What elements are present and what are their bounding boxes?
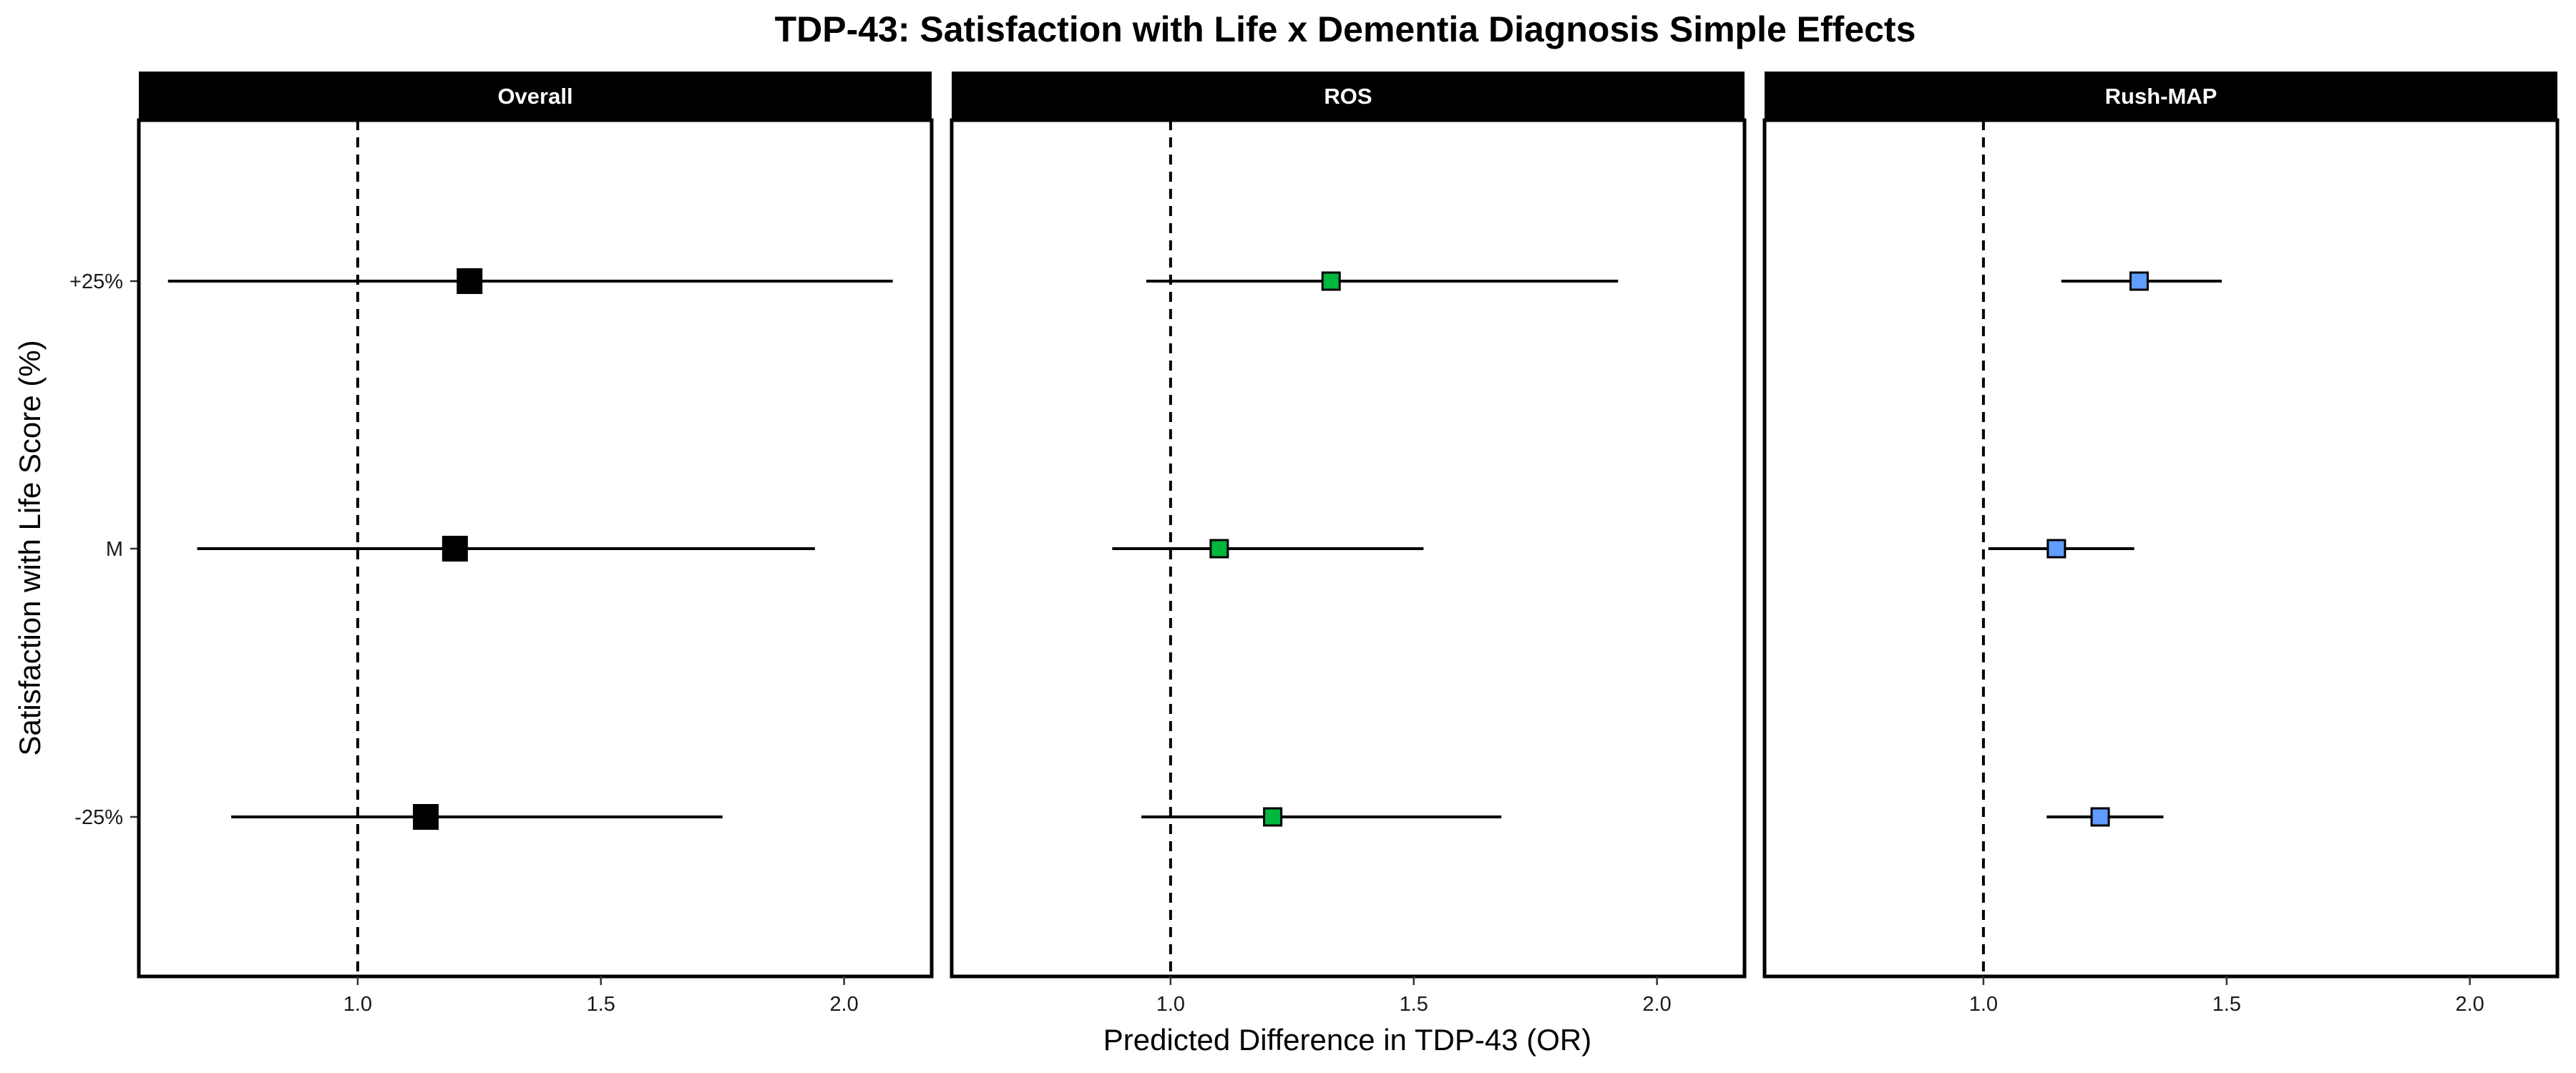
x-tick-label: 2.0 [1642,993,1671,1016]
facet-panel-ros: ROS 1.0 1.5 2.0 [950,72,1747,1016]
point-estimate [413,804,439,830]
panel-border [137,118,934,979]
facet-strip-label: Rush-MAP [2105,84,2218,109]
y-axis-title: Satisfaction with Life Score (%) [13,340,47,755]
y-tick-label: M [106,538,123,561]
x-axis-title: Predicted Difference in TDP-43 (OR) [1103,1023,1591,1057]
facet-strip [952,72,1745,120]
point-estimate [1209,539,1229,559]
point-estimate [1321,271,1341,291]
point-estimate [441,536,468,562]
x-tick-label: 2.0 [829,993,858,1016]
point-estimate [1263,807,1283,827]
x-tick-label: 1.0 [343,993,372,1016]
x-tick-label: 1.0 [1156,993,1185,1016]
x-tick-label: 1.0 [1969,993,1998,1016]
point-estimate [2090,807,2110,827]
facet-strip [139,72,932,120]
panel-border [950,118,1747,979]
facet-panel-rush-map: Rush-MAP 1.0 1.5 2.0 [1762,72,2560,1016]
point-estimate [457,268,483,294]
y-tick-label: -25% [74,806,123,829]
facet-panels: Overall 1.0 1.5 2.0 ROS 1.0 1.5 2.0 Rush-MAP 1.0 1… [137,72,2560,1016]
facet-strip-label: ROS [1324,84,1372,109]
x-tick-label: 2.0 [2455,993,2484,1016]
x-tick-label: 1.5 [1400,993,1428,1016]
y-tick-label: +25% [69,270,123,293]
facet-strip-label: Overall [497,84,572,109]
panel-border [1762,118,2560,979]
x-tick-label: 1.5 [587,993,615,1016]
facet-strip [1765,72,2557,120]
facet-panel-overall: Overall 1.0 1.5 2.0 [137,72,934,1016]
point-estimate [2046,539,2067,559]
chart-title: TDP-43: Satisfaction with Life x Dementi… [775,9,1916,49]
y-axis: +25% M -25% [69,270,139,829]
point-estimate [2129,271,2149,291]
x-tick-label: 1.5 [2212,993,2241,1016]
